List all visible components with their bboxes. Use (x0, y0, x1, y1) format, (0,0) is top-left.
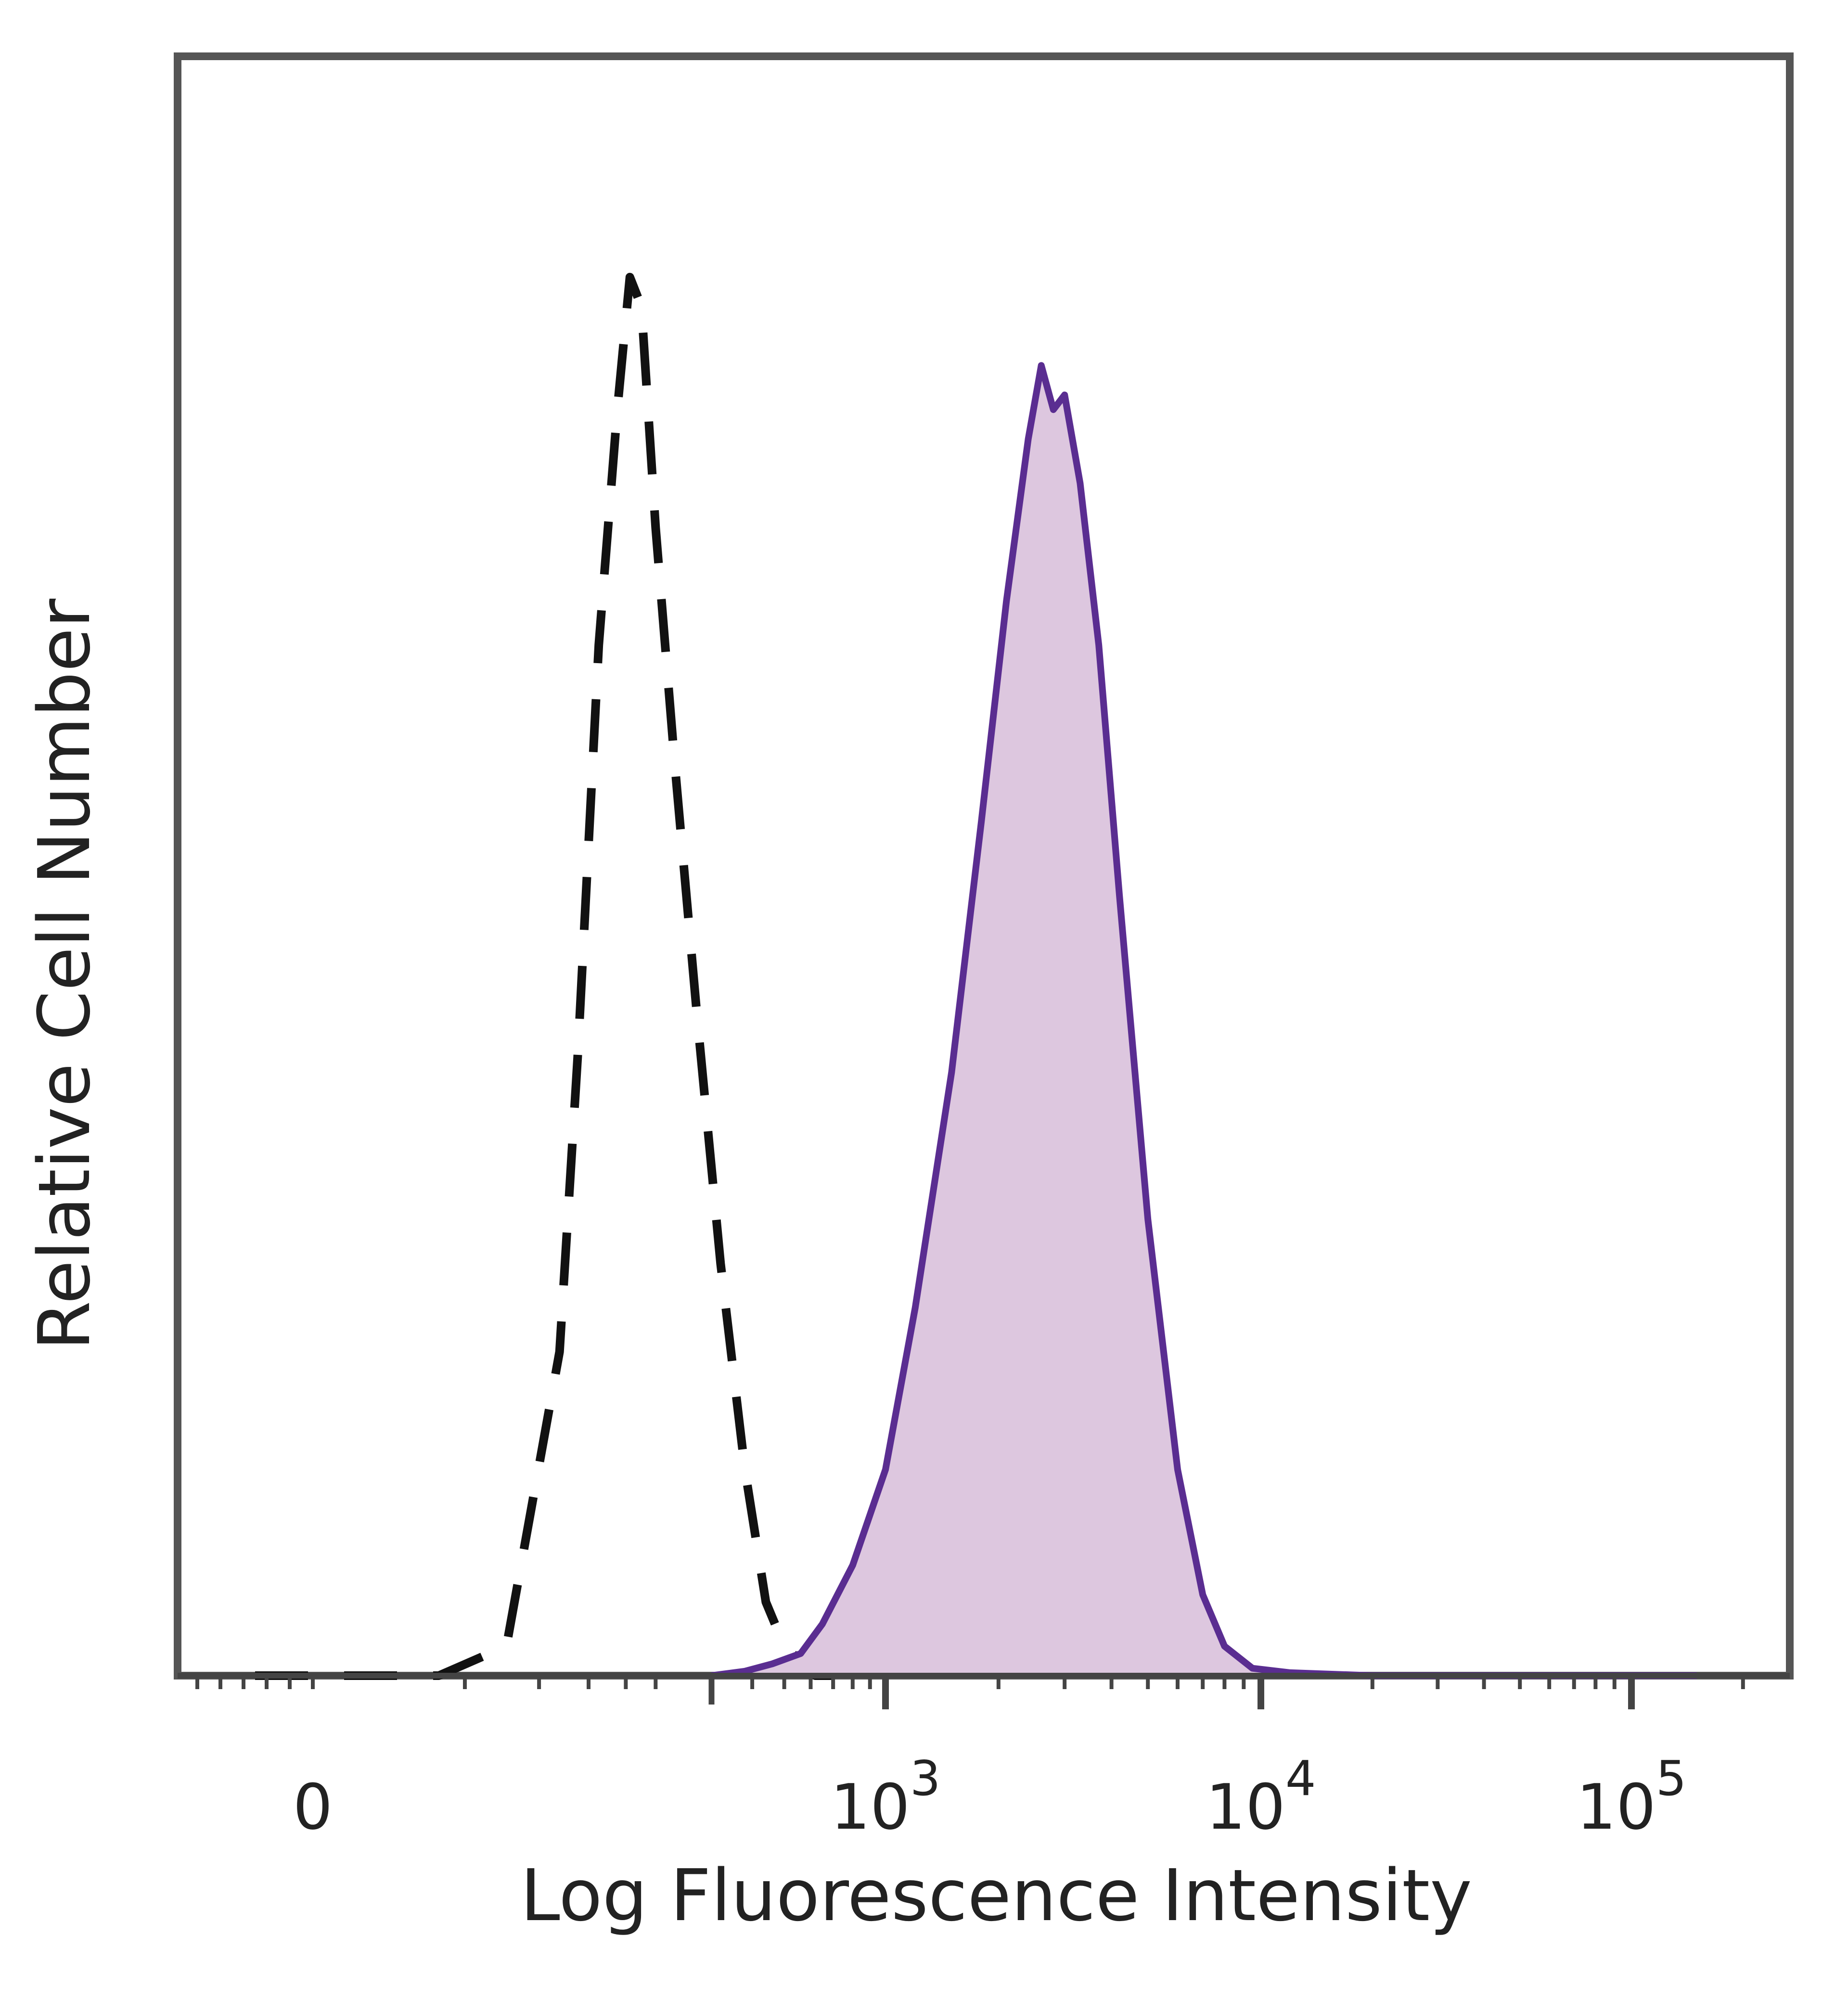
series-line-0 (255, 272, 834, 1680)
series-fill-1 (711, 365, 1697, 1676)
x-tick-label-1: 103 (830, 1750, 940, 1844)
x-tick-exponent-1: 3 (910, 1750, 941, 1807)
y-axis-label: Relative Cell Number (23, 599, 106, 1350)
x-tick-label-3: 105 (1576, 1750, 1686, 1844)
x-axis-tick-labels: 0 103 104 105 (293, 1750, 1687, 1844)
series-line-1 (711, 362, 1697, 1679)
x-tick-label-0: 0 (293, 1770, 333, 1844)
x-tick-exponent-3: 5 (1656, 1750, 1687, 1807)
x-tick-exponent-2: 4 (1285, 1750, 1316, 1807)
x-axis-ticks (195, 1676, 1745, 1709)
x-axis-label: Log Fluorescence Intensity (520, 1854, 1472, 1937)
series-layer (178, 272, 1790, 1680)
x-tick-label-2: 104 (1206, 1750, 1316, 1844)
